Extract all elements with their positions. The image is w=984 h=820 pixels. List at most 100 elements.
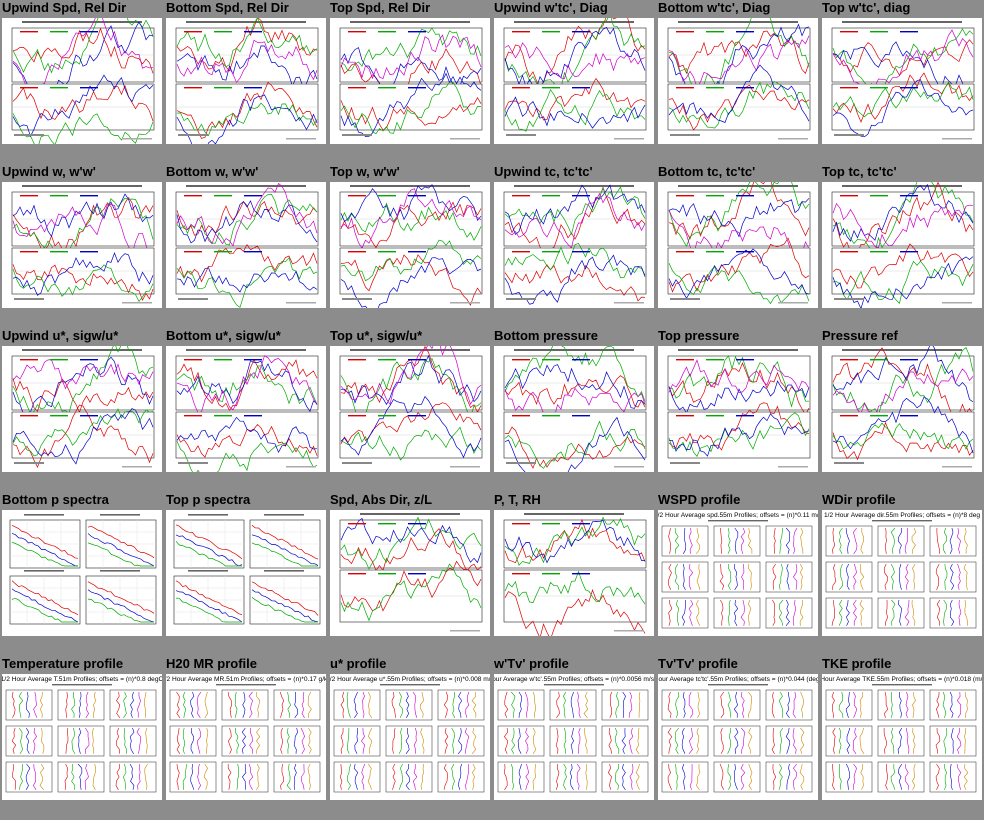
plot-thumbnail-link[interactable]: 1/2 Hour Average spd.55m Profiles; offse… — [658, 510, 818, 636]
plot-title: w'Tv' profile — [494, 656, 569, 671]
plot-thumbnail-image — [175, 18, 319, 144]
plot-thumbnail-link[interactable] — [494, 346, 654, 472]
plot-title: Spd, Abs Dir, z/L — [330, 492, 433, 507]
plot-thumbnail-link[interactable] — [330, 510, 490, 636]
plot-cell-bottom-spd-rel-dir: Bottom Spd, Rel Dir — [164, 0, 328, 164]
plot-thumbnail-link[interactable] — [166, 18, 326, 144]
plot-cell-bottom-tc-tc-tc: Bottom tc, tc'tc' — [656, 164, 820, 328]
plot-title: TKE profile — [822, 656, 892, 671]
plot-thumbnail-link[interactable] — [494, 510, 654, 636]
plot-thumbnail-image: 1/2 Hour Average tc'tc'.55m Profiles; of… — [658, 676, 818, 793]
plot-thumbnail-image — [667, 18, 811, 140]
svg-text:1/2 Hour Average dir.55m Profi: 1/2 Hour Average dir.55m Profiles; offse… — [824, 512, 980, 519]
plot-thumbnail-image — [339, 21, 483, 140]
plot-cell-upwind-w-w-w: Upwind w, w'w' — [0, 164, 164, 328]
plot-thumbnail-image — [831, 21, 975, 140]
plot-thumbnail-link[interactable] — [330, 18, 490, 144]
plot-title: Upwind tc, tc'tc' — [494, 164, 593, 179]
plot-cell-bottom-pressure: Bottom pressure — [492, 328, 656, 492]
plot-thumbnail-link[interactable]: 1/2 Hour Average dir.55m Profiles; offse… — [822, 510, 982, 636]
plot-thumbnail-link[interactable]: 1/2 Hour Average MR.51m Profiles; offset… — [166, 674, 326, 800]
svg-text:1/2 Hour Average MR.51m Profil: 1/2 Hour Average MR.51m Profiles; offset… — [166, 676, 326, 683]
plot-title: WSPD profile — [658, 492, 741, 507]
plot-thumbnail-link[interactable] — [166, 510, 326, 636]
plot-title: Upwind w'tc', Diag — [494, 0, 608, 15]
plot-thumbnail-image: 1/2 Hour Average T.51m Profiles; offsets… — [2, 676, 162, 793]
plot-cell-bottom-p-spectra: Bottom p spectra — [0, 492, 164, 656]
plot-title: Tv'Tv' profile — [658, 656, 738, 671]
svg-text:1/2 Hour Average spd.55m Profi: 1/2 Hour Average spd.55m Profiles; offse… — [658, 512, 818, 519]
svg-text:1/2 Hour Average u*.55m Profil: 1/2 Hour Average u*.55m Profiles; offset… — [330, 676, 490, 683]
plot-thumbnail-link[interactable] — [166, 182, 326, 308]
plot-thumbnail-image — [339, 184, 483, 308]
plot-cell-u-profile: u* profile 1/2 Hour Average u*.55m Profil… — [328, 656, 492, 820]
plot-thumbnail-link[interactable]: 1/2 Hour Average T.51m Profiles; offsets… — [2, 674, 162, 800]
plot-title: Top Spd, Rel Dir — [330, 0, 431, 15]
plot-thumbnail-image — [503, 184, 647, 305]
plot-cell-p-t-rh: P, T, RH — [492, 492, 656, 656]
plot-title: Top w, w'w' — [330, 164, 400, 179]
plot-title: Top w'tc', diag — [822, 0, 911, 15]
plot-thumbnail-link[interactable] — [2, 510, 162, 636]
plot-thumbnail-link[interactable] — [822, 18, 982, 144]
plot-thumbnail-link[interactable] — [658, 346, 818, 472]
plot-thumbnail-image — [503, 18, 647, 140]
plot-cell-top-pressure: Top pressure — [656, 328, 820, 492]
plot-thumbnail-link[interactable] — [166, 346, 326, 472]
plot-thumbnail-image — [175, 182, 319, 308]
plot-cell-top-tc-tc-tc: Top tc, tc'tc' — [820, 164, 984, 328]
plot-thumbnail-image — [175, 349, 319, 472]
plot-thumbnail-link[interactable]: 1/2 Hour Average u*.55m Profiles; offset… — [330, 674, 490, 800]
plot-thumbnail-image: 1/2 Hour Average TKE.55m Profiles; offse… — [822, 676, 982, 793]
svg-text:1/2 Hour Average w'tc'.55m Pro: 1/2 Hour Average w'tc'.55m Profiles; off… — [494, 676, 654, 683]
plot-thumbnail-image — [667, 349, 811, 468]
plot-thumbnail-link[interactable] — [658, 18, 818, 144]
plot-title: WDir profile — [822, 492, 896, 507]
plot-thumbnail-image — [503, 346, 647, 472]
plot-thumbnail-link[interactable] — [494, 182, 654, 308]
plot-title: Top pressure — [658, 328, 740, 343]
plot-title: H20 MR profile — [166, 656, 258, 671]
plot-thumbnail-link[interactable] — [2, 182, 162, 308]
plot-title: Top p spectra — [166, 492, 251, 507]
plot-thumbnail-image — [503, 513, 647, 636]
plot-cell-tke-profile: TKE profile 1/2 Hour Average TKE.55m Prof… — [820, 656, 984, 820]
plot-thumbnail-image: 1/2 Hour Average w'tc'.55m Profiles; off… — [494, 676, 654, 793]
plot-thumbnail-image: 1/2 Hour Average dir.55m Profiles; offse… — [824, 512, 980, 629]
plot-thumbnail-image — [11, 346, 155, 468]
plot-thumbnail-link[interactable] — [2, 18, 162, 144]
plot-cell-w-tv-profile: w'Tv' profile 1/2 Hour Average w'tc'.55m … — [492, 656, 656, 820]
plot-thumbnail-link[interactable] — [2, 346, 162, 472]
plot-thumbnail-image — [9, 514, 157, 625]
svg-text:1/2 Hour Average T.51m Profile: 1/2 Hour Average T.51m Profiles; offsets… — [2, 676, 162, 683]
plot-thumbnail-link[interactable] — [658, 182, 818, 308]
plot-title: Bottom w, w'w' — [166, 164, 259, 179]
plot-cell-top-u-sigw-u: Top u*, sigw/u* — [328, 328, 492, 492]
plot-cell-h20-mr-profile: H20 MR profile 1/2 Hour Average MR.51m Pr… — [164, 656, 328, 820]
plot-thumbnail-link[interactable] — [330, 182, 490, 308]
plot-title: Bottom w'tc', Diag — [658, 0, 771, 15]
plot-cell-upwind-u-sigw-u: Upwind u*, sigw/u* — [0, 328, 164, 492]
plot-title: Upwind w, w'w' — [2, 164, 96, 179]
plot-title: Pressure ref — [822, 328, 898, 343]
plot-thumbnail-image: 1/2 Hour Average MR.51m Profiles; offset… — [166, 676, 326, 793]
plot-thumbnail-image — [11, 185, 155, 304]
plot-thumbnail-link[interactable] — [330, 346, 490, 472]
plot-thumbnail-image: 1/2 Hour Average u*.55m Profiles; offset… — [330, 676, 490, 793]
plot-cell-bottom-w-tc-diag: Bottom w'tc', Diag — [656, 0, 820, 164]
plot-thumbnail-link[interactable]: 1/2 Hour Average tc'tc'.55m Profiles; of… — [658, 674, 818, 800]
plot-cell-bottom-u-sigw-u: Bottom u*, sigw/u* — [164, 328, 328, 492]
plot-thumbnail-image — [831, 346, 975, 468]
plot-thumbnail-link[interactable]: 1/2 Hour Average TKE.55m Profiles; offse… — [822, 674, 982, 800]
plot-thumbnail-link[interactable]: 1/2 Hour Average w'tc'.55m Profiles; off… — [494, 674, 654, 800]
plot-thumbnail-link[interactable] — [822, 182, 982, 308]
plot-thumbnail-image — [11, 18, 155, 144]
plot-cell-temperature-profile: Temperature profile 1/2 Hour Average T.51… — [0, 656, 164, 820]
plot-cell-upwind-tc-tc-tc: Upwind tc, tc'tc' — [492, 164, 656, 328]
plot-thumbnail-link[interactable] — [494, 18, 654, 144]
plot-title: P, T, RH — [494, 492, 541, 507]
plot-title: Upwind u*, sigw/u* — [2, 328, 119, 343]
plot-thumbnail-link[interactable] — [822, 346, 982, 472]
plot-cell-top-p-spectra: Top p spectra — [164, 492, 328, 656]
